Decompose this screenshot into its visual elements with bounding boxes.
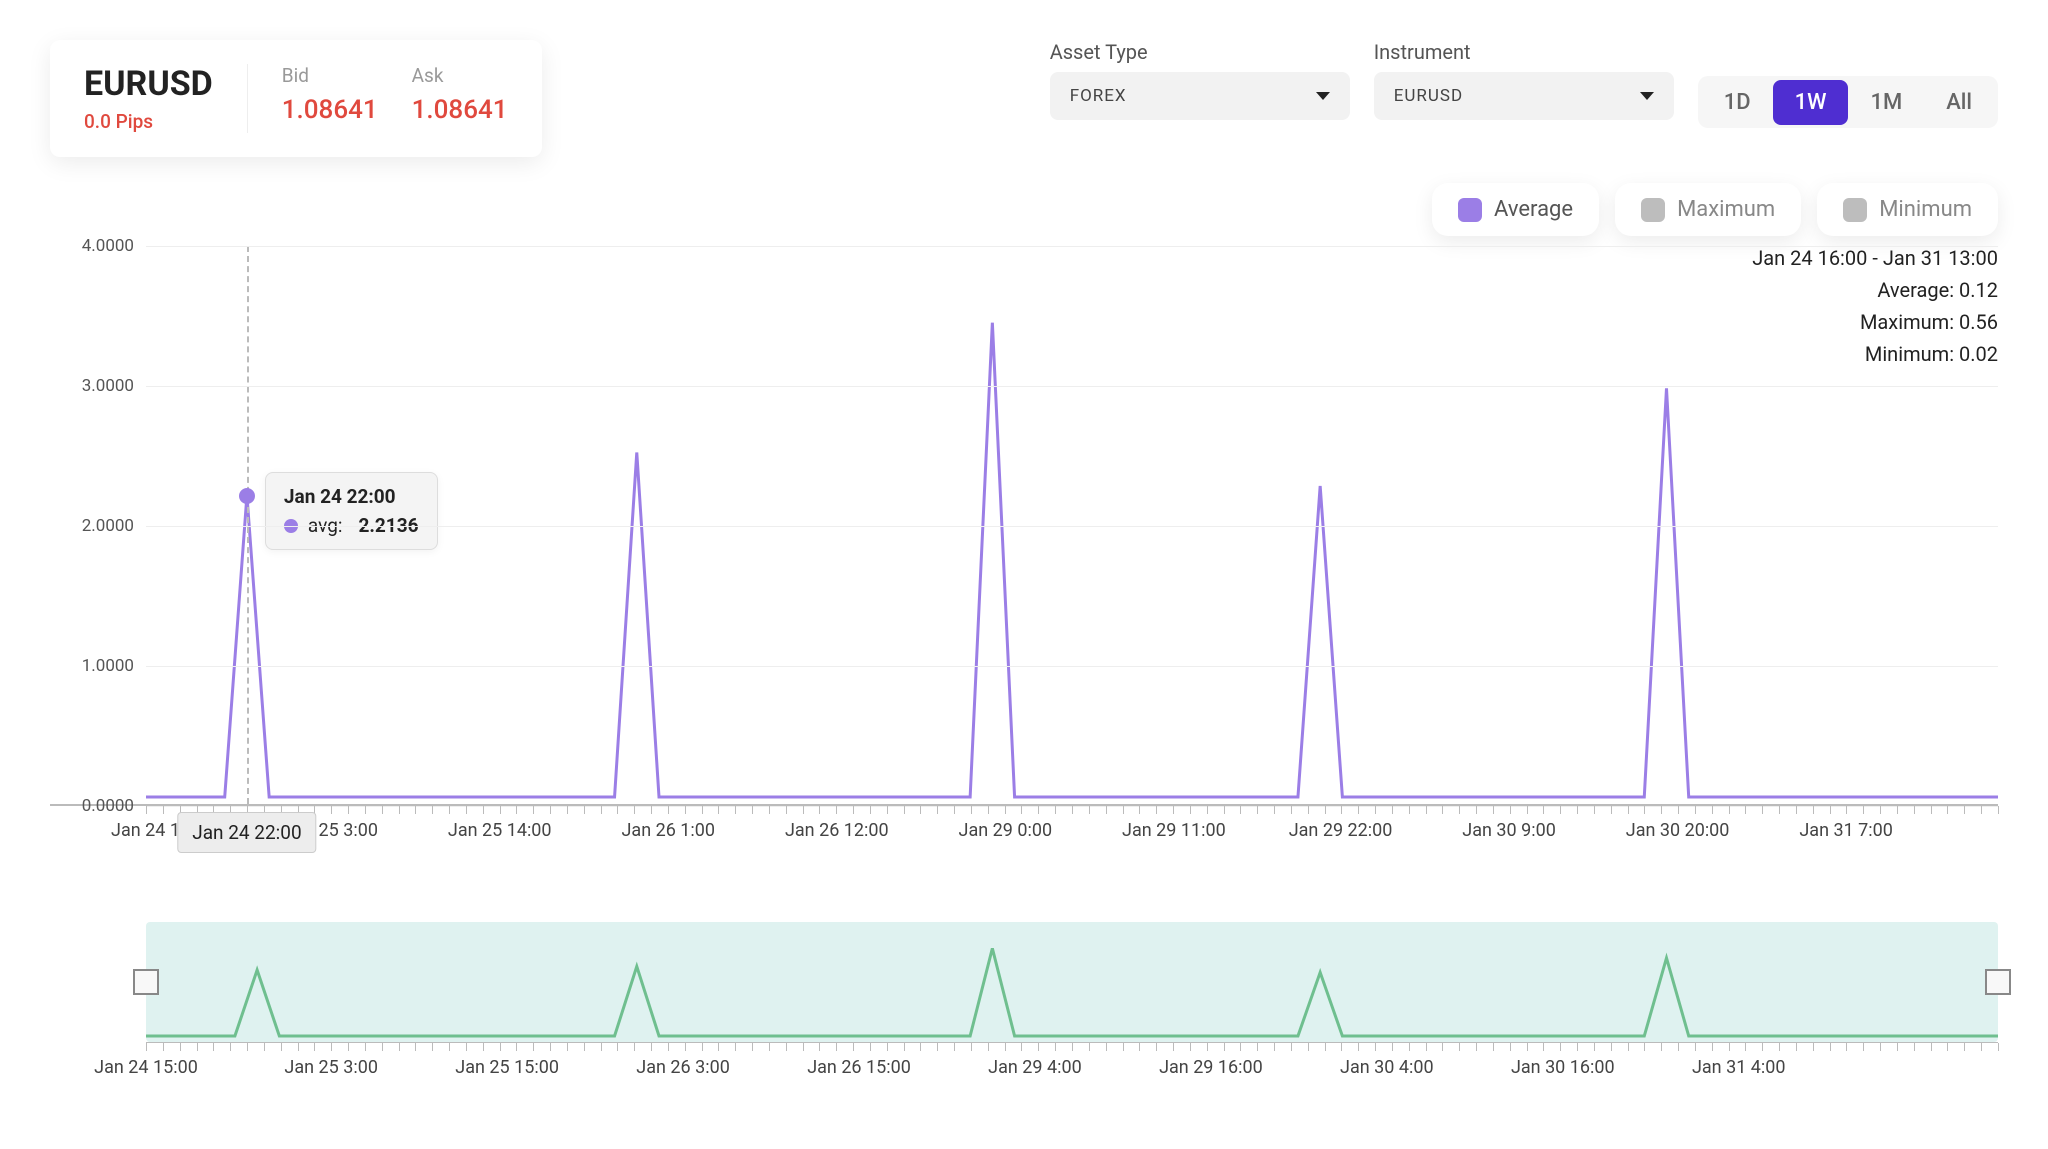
navigator-x-tick: Jan 26 15:00 <box>807 1057 911 1078</box>
legend-swatch-icon <box>1641 198 1665 222</box>
navigator-x-tick: Jan 30 4:00 <box>1340 1057 1434 1078</box>
range-tab-all[interactable]: All <box>1924 80 1994 125</box>
navigator-x-tick: Jan 31 4:00 <box>1692 1057 1786 1078</box>
ticker-pips: 0.0 Pips <box>84 110 213 133</box>
chart-area: Jan 24 16:00 - Jan 31 13:00 Average: 0.1… <box>50 246 1998 1088</box>
tooltip: Jan 24 22:00avg:2.2136 <box>265 472 438 550</box>
legend-swatch-icon <box>1843 198 1867 222</box>
x-axis: Jan 24 16:00Jan 25 3:00Jan 25 14:00Jan 2… <box>146 806 1998 852</box>
instrument-value: EURUSD <box>1394 86 1463 106</box>
hover-dot-icon <box>239 488 255 504</box>
y-tick: 3.0000 <box>82 376 134 396</box>
asset-type-group: Asset Type FOREX <box>1050 40 1350 120</box>
navigator-handle-right[interactable] <box>1985 969 2011 995</box>
ask-value: 1.08641 <box>412 95 508 125</box>
legend-label: Minimum <box>1879 197 1972 222</box>
asset-type-select[interactable]: FOREX <box>1050 72 1350 120</box>
ticker-symbol: EURUSD <box>84 64 213 104</box>
range-tabs: 1D1W1MAll <box>1698 76 1998 128</box>
legend-maximum[interactable]: Maximum <box>1615 183 1801 236</box>
range-tab-1m[interactable]: 1M <box>1848 80 1924 125</box>
ask-label: Ask <box>412 64 508 87</box>
instrument-select[interactable]: EURUSD <box>1374 72 1674 120</box>
bid-value: 1.08641 <box>282 95 378 125</box>
navigator-x-axis: Jan 24 15:00Jan 25 3:00Jan 25 15:00Jan 2… <box>146 1042 1998 1088</box>
navigator[interactable] <box>146 922 1998 1042</box>
gridline <box>146 526 1998 527</box>
x-tick: Jan 30 20:00 <box>1626 820 1730 841</box>
chevron-down-icon <box>1316 92 1330 100</box>
navigator-x-tick: Jan 29 4:00 <box>988 1057 1082 1078</box>
x-hover-label: Jan 24 22:00 <box>177 812 316 853</box>
x-tick: Jan 29 11:00 <box>1122 820 1226 841</box>
crosshair <box>247 246 249 804</box>
navigator-x-tick: Jan 29 16:00 <box>1159 1057 1263 1078</box>
legend-label: Average <box>1494 197 1573 222</box>
navigator-handle-left[interactable] <box>133 969 159 995</box>
navigator-x-tick: Jan 24 15:00 <box>94 1057 198 1078</box>
bid-column: Bid 1.08641 <box>282 64 378 125</box>
main-chart[interactable]: 0.00001.00002.00003.00004.0000 Jan 24 22… <box>50 246 1998 806</box>
navigator-x-tick: Jan 25 3:00 <box>284 1057 378 1078</box>
x-tick: Jan 30 9:00 <box>1462 820 1556 841</box>
instrument-label: Instrument <box>1374 40 1674 64</box>
tooltip-title: Jan 24 22:00 <box>284 485 419 508</box>
legend-average[interactable]: Average <box>1432 183 1599 236</box>
gridline <box>146 386 1998 387</box>
legend-swatch-icon <box>1458 198 1482 222</box>
bid-label: Bid <box>282 64 378 87</box>
navigator-x-tick: Jan 25 15:00 <box>455 1057 559 1078</box>
x-tick: Jan 29 0:00 <box>959 820 1053 841</box>
plot-area: Jan 24 22:00avg:2.2136 <box>146 246 1998 804</box>
y-tick: 1.0000 <box>82 656 134 676</box>
legend-minimum[interactable]: Minimum <box>1817 183 1998 236</box>
asset-type-label: Asset Type <box>1050 40 1350 64</box>
legend-row: Average Maximum Minimum <box>50 183 1998 236</box>
gridline <box>146 246 1998 247</box>
x-tick: Jan 26 12:00 <box>785 820 889 841</box>
gridline <box>146 666 1998 667</box>
chevron-down-icon <box>1640 92 1654 100</box>
navigator-x-tick: Jan 30 16:00 <box>1511 1057 1615 1078</box>
controls: Asset Type FOREX Instrument EURUSD 1D1W1… <box>1050 40 1998 128</box>
x-tick: Jan 29 22:00 <box>1289 820 1393 841</box>
x-tick: Jan 26 1:00 <box>621 820 715 841</box>
asset-type-value: FOREX <box>1070 86 1127 106</box>
ask-column: Ask 1.08641 <box>412 64 508 125</box>
y-tick: 4.0000 <box>82 236 134 256</box>
range-tab-1d[interactable]: 1D <box>1702 80 1773 125</box>
navigator-line <box>146 922 1998 1042</box>
range-tab-1w[interactable]: 1W <box>1773 80 1849 125</box>
y-tick: 0.0000 <box>82 796 134 816</box>
y-tick: 2.0000 <box>82 516 134 536</box>
x-minor-ticks <box>146 806 1998 816</box>
x-tick: Jan 25 14:00 <box>448 820 552 841</box>
divider <box>247 64 248 133</box>
instrument-group: Instrument EURUSD <box>1374 40 1674 120</box>
x-tick: Jan 31 7:00 <box>1799 820 1893 841</box>
ticker-card: EURUSD 0.0 Pips Bid 1.08641 Ask 1.08641 <box>50 40 542 157</box>
legend-label: Maximum <box>1677 197 1775 222</box>
header: EURUSD 0.0 Pips Bid 1.08641 Ask 1.08641 … <box>50 40 1998 157</box>
y-axis: 0.00001.00002.00003.00004.0000 <box>50 246 146 804</box>
navigator-x-tick: Jan 26 3:00 <box>636 1057 730 1078</box>
